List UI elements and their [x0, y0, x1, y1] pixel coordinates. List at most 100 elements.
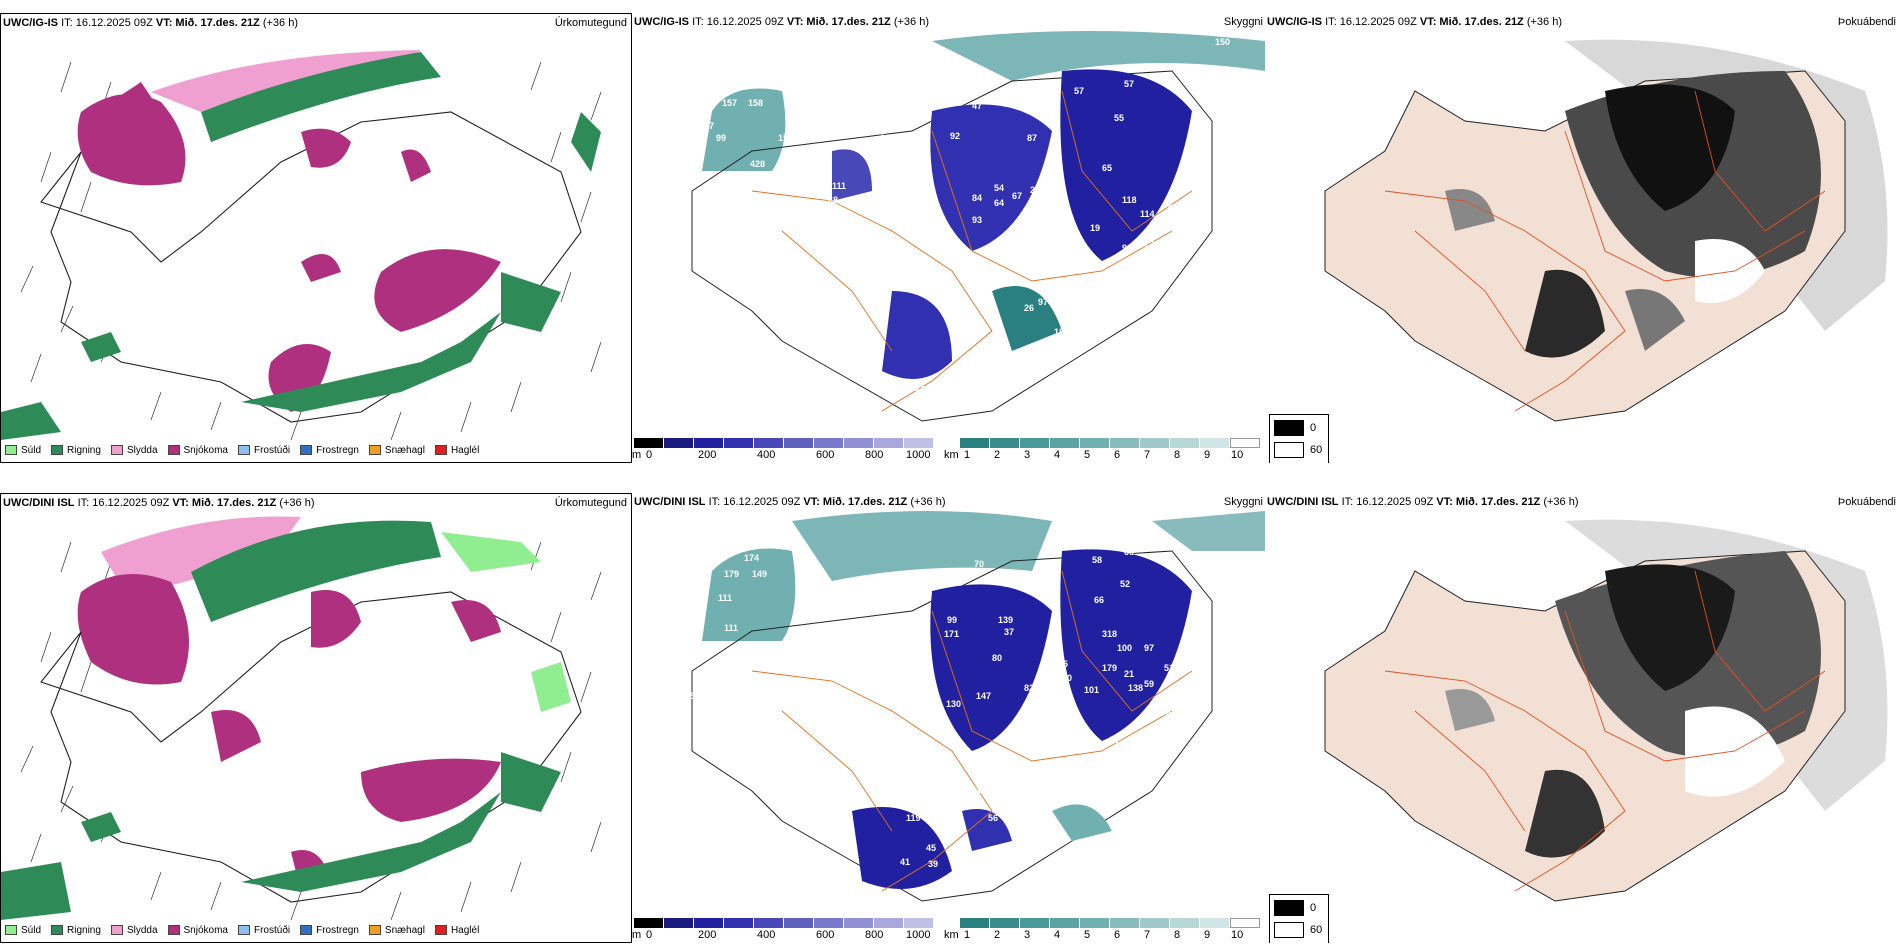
panel-header: UWC/DINI ISL IT: 16.12.2025 09Z VT: Mið.… — [634, 496, 946, 508]
legend-item: Snjókoma — [167, 445, 228, 456]
cloud-base-label: 155 — [818, 593, 833, 603]
cloud-base-label: 80 — [992, 653, 1002, 663]
cloud-base-label: 139 — [998, 615, 1013, 625]
tick-label: 600 — [816, 929, 835, 941]
legend-item: Súld — [5, 445, 41, 456]
cloud-base-label: 55 — [1110, 299, 1120, 309]
cloud-base-label: 89 — [1044, 587, 1054, 597]
tick-label: 9 — [1204, 449, 1211, 461]
cloud-base-label: 52 — [1120, 579, 1130, 589]
cloud-base-label: 118 — [1122, 195, 1137, 205]
valid-time: VT: Mið. 17.des. 21Z — [155, 17, 260, 29]
valid-time: VT: Mið. 17.des. 21Z — [172, 497, 277, 509]
cloud-base-label: 150 — [1215, 37, 1230, 47]
cloud-base-label: 69 — [962, 253, 972, 263]
fog-legend: 0 60 — [1269, 894, 1329, 943]
cloud-base-label: 179 — [1102, 663, 1117, 673]
tick-label: 4 — [1054, 449, 1061, 461]
cloud-base-label: 111 — [724, 623, 738, 633]
lead-time: (+36 h) — [279, 497, 315, 509]
cloud-base-label: 97 — [1038, 297, 1048, 307]
tick-label: 200 — [698, 929, 717, 941]
legend-item: Snæhagl — [368, 445, 425, 456]
cloud-base-label: 72 — [1144, 239, 1154, 249]
cloud-base-label: 318 — [1102, 629, 1117, 639]
cloud-base-label: 64 — [994, 198, 1004, 208]
panel-header: UWC/IG-IS IT: 16.12.2025 09Z VT: Mið. 17… — [1267, 16, 1562, 28]
init-time: IT: 16.12.2025 09Z — [1341, 496, 1434, 508]
cloud-base-label: 93 — [1060, 761, 1070, 771]
cloud-base-label: 97 — [1144, 643, 1154, 653]
cloud-base-label: 179 — [724, 569, 739, 579]
cloud-base-label: 104 — [1134, 297, 1149, 307]
cloud-base-label: 74 — [1034, 699, 1044, 709]
cloud-base-label: 70 — [974, 559, 984, 569]
tick-label: 1 — [964, 929, 971, 941]
model-name: UWC/DINI ISL — [1267, 496, 1339, 508]
legend-item: Haglél — [434, 925, 479, 936]
cloud-base-label: 117 — [994, 353, 1009, 363]
cloud-base-label: 95 — [1062, 303, 1072, 313]
cloud-base-label: 105 — [1204, 75, 1219, 85]
cloud-base-label: 83 — [1052, 645, 1062, 655]
panel-title: Þokuábendi — [1837, 496, 1896, 508]
cloud-base-label: 158 — [778, 133, 793, 143]
cloudbase-colorbar: m 0 200 400 600 800 1000 — [632, 438, 934, 462]
precip-type-map — [1, 516, 602, 920]
legend-item: Slydda — [110, 925, 158, 936]
cloud-base-label: 66 — [1124, 547, 1134, 557]
cloud-base-label: 55 — [1114, 113, 1124, 123]
cloud-base-label: 92 — [1122, 243, 1132, 253]
cloud-base-label: 82 — [1024, 683, 1034, 693]
cloudbase-unit: m — [632, 929, 642, 941]
model-name: UWC/DINI ISL — [634, 496, 706, 508]
cloud-base-label: 60 — [1180, 217, 1190, 227]
cloud-base-label: 111 — [832, 181, 846, 191]
init-time: IT: 16.12.2025 09Z — [1325, 16, 1417, 28]
cloud-base-label: 39 — [928, 859, 938, 869]
valid-time: VT: Mið. 17.des. 21Z — [1419, 16, 1524, 28]
legend-item: Frostúði — [237, 445, 290, 456]
panel-header: UWC/IG-IS IT: 16.12.2025 09Z VT: Mið. 17… — [634, 16, 929, 28]
tick-label: 9 — [1204, 929, 1211, 941]
fog-legend-label: 0 — [1310, 422, 1317, 434]
cloud-base-label: 21 — [1030, 185, 1040, 195]
cloud-base-label: 62 — [1160, 263, 1170, 273]
fog-index-map — [1265, 511, 1900, 911]
visibility-unit: km — [944, 449, 959, 461]
legend-item: Snæhagl — [368, 925, 425, 936]
panel-header: UWC/DINI ISL IT: 16.12.2025 09Z VT: Mið.… — [1267, 496, 1579, 508]
tick-label: 6 — [1114, 449, 1121, 461]
tick-label: 1000 — [906, 449, 931, 461]
cloud-base-label: 66 — [1094, 595, 1104, 605]
visibility-colorbar: km 1 2 3 4 5 6 7 8 9 10 — [944, 918, 1260, 942]
cloud-base-label: 130 — [946, 699, 961, 709]
tick-label: 400 — [757, 929, 776, 941]
cloud-base-label: 157 — [722, 98, 737, 108]
cloud-base-label: 97 — [1087, 521, 1097, 531]
cloud-base-label: 111 — [718, 593, 732, 603]
precip-type-map — [1, 50, 602, 440]
legend-item: Rigning — [51, 445, 101, 456]
cloudbase-colorbar: m 0 200 400 600 800 1000 — [632, 918, 934, 942]
cloud-base-label: 37 — [1004, 627, 1014, 637]
cloud-base-label: 26 — [1024, 303, 1034, 313]
tick-label: 200 — [698, 449, 717, 461]
tick-label: 6 — [1114, 929, 1121, 941]
cloud-base-label: 158 — [748, 98, 763, 108]
model-name: UWC/IG-IS — [634, 16, 689, 28]
fog-panel-bottom: UWC/DINI ISL IT: 16.12.2025 09Z VT: Mið.… — [1265, 493, 1900, 943]
cloud-base-label: 114 — [1140, 209, 1155, 219]
cloud-base-label: 100 — [810, 649, 825, 659]
cloud-base-label: 111 — [872, 277, 886, 287]
cloud-base-label: 428 — [750, 159, 765, 169]
valid-time: VT: Mið. 17.des. 21Z — [803, 496, 908, 508]
cloud-base-label: 107 — [1090, 309, 1105, 319]
cloud-base-label: 57 — [1074, 86, 1084, 96]
cloud-base-label: 92 — [950, 131, 960, 141]
cloud-base-label: 42 — [1148, 723, 1158, 733]
fog-legend-label: 60 — [1310, 444, 1323, 456]
cloud-base-label: 82 — [914, 383, 924, 393]
cloud-base-label: 41 — [900, 857, 910, 867]
init-time: IT: 16.12.2025 09Z — [708, 496, 801, 508]
